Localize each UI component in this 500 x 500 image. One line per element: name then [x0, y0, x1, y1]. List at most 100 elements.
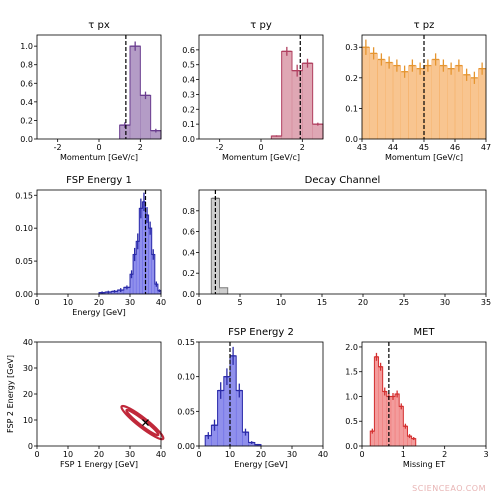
y-tick-label: 0.2	[182, 105, 195, 114]
plot-area	[37, 342, 161, 446]
x-tick-label: 2	[138, 143, 143, 152]
bar	[302, 62, 313, 140]
y-tick-label: 0.1	[182, 120, 195, 129]
x-tick-label: 10	[225, 450, 235, 459]
x-tick-label: 40	[156, 450, 166, 459]
y-tick-label: 1.0	[345, 392, 358, 401]
bar	[229, 355, 237, 447]
y-tick-label: 0.8	[20, 61, 33, 70]
bar	[400, 71, 409, 140]
x-tick-label: 43	[357, 143, 367, 152]
y-tick-label: 0.10	[177, 373, 195, 382]
bar	[431, 59, 440, 140]
chart-met: 0 1 2 3 0.0 0.5 1.0 1.5 2.0 MET Missing ET	[345, 327, 488, 469]
y-tick-label: 0.5	[182, 61, 195, 70]
y-tick-label: 1.0	[20, 42, 33, 51]
x-tick-label: 1	[401, 450, 406, 459]
y-tick-label: 0.4	[20, 98, 33, 107]
x-tick-label: 30	[125, 450, 135, 459]
bar	[462, 74, 471, 140]
x-tick-label: 0	[96, 143, 101, 152]
series-outline	[210, 197, 229, 294]
x-tick-label: 0	[258, 143, 263, 152]
x-axis-label: Missing ET	[403, 460, 445, 469]
bar	[235, 390, 243, 447]
bar	[403, 425, 408, 447]
chart-fsp_energy_2: 0 10 20 30 40 0.00 0.05 0.10 0.15 FSP Energy 2 Ene…	[177, 327, 328, 469]
x-tick-label: 30	[287, 450, 297, 459]
axes-frame	[198, 189, 487, 295]
chart-decay_channel: 0 5 10 15 20 25 30 35 0.0 0.2 0.4 0.6 0.8 Decay Chann…	[182, 175, 491, 307]
y-tick-label: 0.6	[182, 228, 195, 237]
bar	[390, 396, 396, 447]
y-tick-label: 0.05	[177, 407, 195, 416]
bar	[223, 376, 231, 447]
y-tick-label: 0.0	[345, 135, 358, 144]
x-tick-label: 15	[317, 298, 327, 307]
bar	[219, 287, 228, 295]
y-tick-label: 0.5	[345, 417, 358, 426]
y-tick-label: 0	[28, 442, 33, 451]
y-tick-label: 0.0	[345, 442, 358, 451]
x-tick-label: 10	[63, 450, 73, 459]
bar	[454, 65, 463, 140]
y-tick-label: 0.0	[182, 290, 195, 299]
x-tick-label: 20	[94, 450, 104, 459]
bar	[281, 51, 293, 140]
y-tick-label: 0.0	[182, 135, 195, 144]
y-tick-label: 2.0	[345, 343, 358, 352]
x-tick-label: 2	[442, 450, 447, 459]
bar	[392, 65, 401, 140]
contour-0	[120, 404, 165, 441]
x-tick-label: 0	[359, 450, 364, 459]
chart-title: τ pz	[414, 20, 435, 31]
chart-tau_py: -2 0 2 0.0 0.1 0.2 0.3 0.4 0.5 0.6 τ py Momentum [G…	[182, 20, 324, 162]
bar	[439, 65, 448, 140]
x-axis-label: Energy [GeV]	[72, 308, 125, 317]
x-tick-label: 40	[156, 298, 166, 307]
y-tick-label: 0.00	[15, 290, 33, 299]
x-tick-label: 20	[94, 298, 104, 307]
chart-title: FSP Energy 2	[228, 327, 294, 338]
chart-title: τ py	[250, 20, 272, 31]
x-tick-label: 45	[419, 143, 429, 152]
bar	[140, 95, 151, 140]
bar	[129, 45, 141, 140]
y-tick-label: 0.4	[182, 76, 195, 85]
chart-title: MET	[413, 327, 435, 338]
bar	[374, 356, 379, 447]
bar	[361, 46, 370, 140]
x-tick-label: 0	[34, 298, 39, 307]
y-tick-label: 30	[23, 364, 33, 373]
bar	[394, 393, 400, 447]
x-tick-label: 30	[125, 298, 135, 307]
x-axis-label: Momentum [GeV/c]	[222, 153, 300, 162]
y-tick-label: 0.15	[177, 338, 195, 347]
x-tick-label: 25	[399, 298, 409, 307]
x-tick-label: -2	[216, 143, 224, 152]
x-tick-label: 0	[34, 450, 39, 459]
x-tick-label: 20	[256, 450, 266, 459]
y-tick-label: 20	[23, 390, 33, 399]
y-tick-label: 0.6	[20, 79, 33, 88]
chart-tau_pz: 43 44 45 46 47 0.0 0.1 0.2 0.3 τ pz Momentum [GeV/…	[345, 20, 491, 162]
x-tick-label: 30	[440, 298, 450, 307]
y-tick-label: 0.15	[15, 191, 33, 200]
plot-area	[199, 190, 486, 294]
truth-marker	[142, 419, 149, 427]
x-tick-label: 2	[300, 143, 305, 152]
y-tick-label: 0.8	[182, 207, 195, 216]
y-tick-label: 0.2	[345, 74, 358, 83]
x-tick-label: 3	[483, 450, 488, 459]
axes-frame	[361, 341, 487, 447]
watermark: SCIENCEAO.COM	[412, 484, 486, 493]
x-axis-label: Momentum [GeV/c]	[60, 153, 138, 162]
x-tick-label: 46	[450, 143, 460, 152]
x-tick-label: -2	[54, 143, 62, 152]
bar	[470, 77, 479, 140]
y-tick-label: 0.0	[20, 135, 33, 144]
y-tick-label: 0.00	[177, 442, 195, 451]
bar	[416, 68, 425, 140]
x-axis-label: Momentum [GeV/c]	[385, 153, 463, 162]
